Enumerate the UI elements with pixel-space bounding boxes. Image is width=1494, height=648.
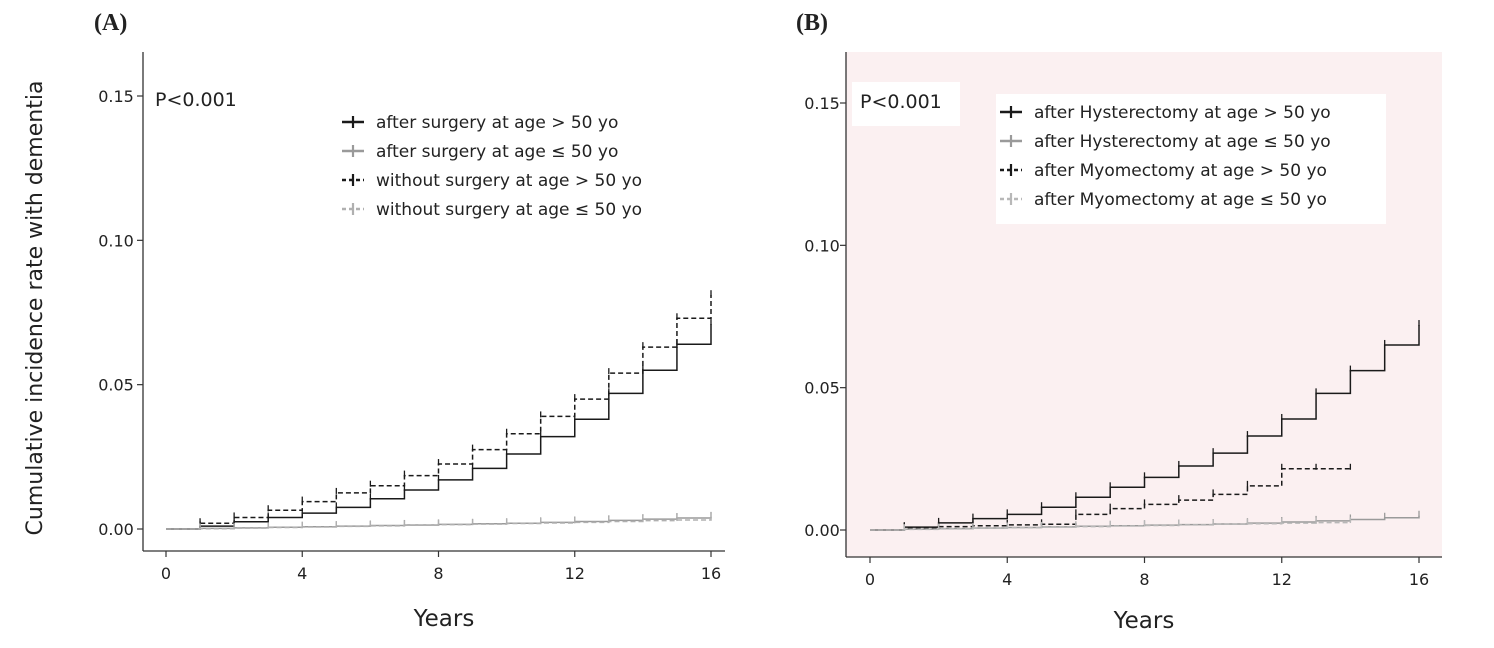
panel-b-y-tick-label: 0.00 [804,521,840,540]
panel-a-legend: after surgery at age > 50 yo after surger… [338,104,674,234]
panel-b-x-tick-label: 12 [1272,570,1292,589]
panel-a-y-tick-label: 0.00 [98,520,134,539]
panel-b-series-3-line [870,468,1351,531]
panel-a-legend-item: after surgery at age ≤ 50 yo [342,142,618,162]
shared-y-axis-label: Cumulative incidence rate with dementia [23,81,48,536]
panel-b: (B) P<0.001 Years 0.00 0.05 0.10 0.15 0 4 8 12 1… [796,10,1442,634]
panel-a-legend-label: without surgery at age ≤ 50 yo [376,200,642,220]
panel-a-y-tick-label: 0.10 [98,231,134,250]
panel-b-x-tick-label: 8 [1139,570,1149,589]
panel-a-legend-item: without surgery at age ≤ 50 yo [342,200,642,220]
panel-b-legend-item: after Myomectomy at age > 50 yo [1000,161,1327,181]
panel-a-series-1 [166,319,712,530]
panel-a-legend-label: after surgery at age ≤ 50 yo [376,142,618,162]
panel-b-legend-label: after Hysterectomy at age ≤ 50 yo [1034,132,1331,152]
panel-b-legend-label: after Myomectomy at age > 50 yo [1034,161,1327,181]
panel-a-x-tick-label: 4 [297,564,307,583]
panel-a-legend-item: after surgery at age > 50 yo [342,113,618,133]
panel-a-series-4 [166,514,712,530]
panel-b-x-tick-label: 0 [865,570,875,589]
panel-a-x-tick-label: 16 [701,564,721,583]
panel-a-legend-label: without surgery at age > 50 yo [376,171,642,191]
panel-a: (A) P<0.001 Years 0.00 0.05 0.10 0.15 0 4 8 12 1… [94,10,725,632]
panel-b-legend-item: after Myomectomy at age ≤ 50 yo [1000,190,1327,210]
panel-a-pvalue: P<0.001 [155,89,237,111]
panel-a-y-tick-label: 0.15 [98,87,134,106]
panel-a-axes: 0.00 0.05 0.10 0.15 0 4 8 12 16 [98,52,725,583]
panel-b-y-tick-label: 0.15 [804,94,840,113]
panel-a-label: (A) [94,10,127,36]
panel-b-legend-label: after Hysterectomy at age > 50 yo [1034,103,1331,123]
panel-b-legend: after Hysterectomy at age > 50 yo after H… [996,94,1386,224]
panel-a-x-tick-label: 12 [565,564,585,583]
panel-a-legend-label: after surgery at age > 50 yo [376,113,618,133]
panel-a-y-tick-label: 0.05 [98,376,134,395]
panel-a-x-tick-label: 8 [433,564,443,583]
panel-b-pvalue: P<0.001 [860,91,942,113]
panel-a-legend-item: without surgery at age > 50 yo [342,171,642,191]
panel-b-y-tick-label: 0.10 [804,236,840,255]
panel-b-x-tick-label: 16 [1409,570,1429,589]
panel-b-pvalue-bg [852,82,960,126]
panel-b-legend-item: after Hysterectomy at age ≤ 50 yo [1000,132,1331,152]
panel-b-label: (B) [796,10,828,36]
panel-a-x-axis-label: Years [413,606,475,632]
panel-a-x-tick-label: 0 [161,564,171,583]
panel-b-y-tick-label: 0.05 [804,379,840,398]
panel-b-x-tick-label: 4 [1002,570,1012,589]
panel-b-x-axis-label: Years [1113,608,1175,634]
panel-b-series-4 [870,517,1352,531]
panel-b-legend-item: after Hysterectomy at age > 50 yo [1000,103,1331,123]
panel-b-legend-bg [996,94,1386,224]
panel-b-axes: 0.00 0.05 0.10 0.15 0 4 8 12 16 [804,52,1442,589]
panel-b-legend-label: after Myomectomy at age ≤ 50 yo [1034,190,1327,210]
panel-a-legend-bg [338,104,674,234]
